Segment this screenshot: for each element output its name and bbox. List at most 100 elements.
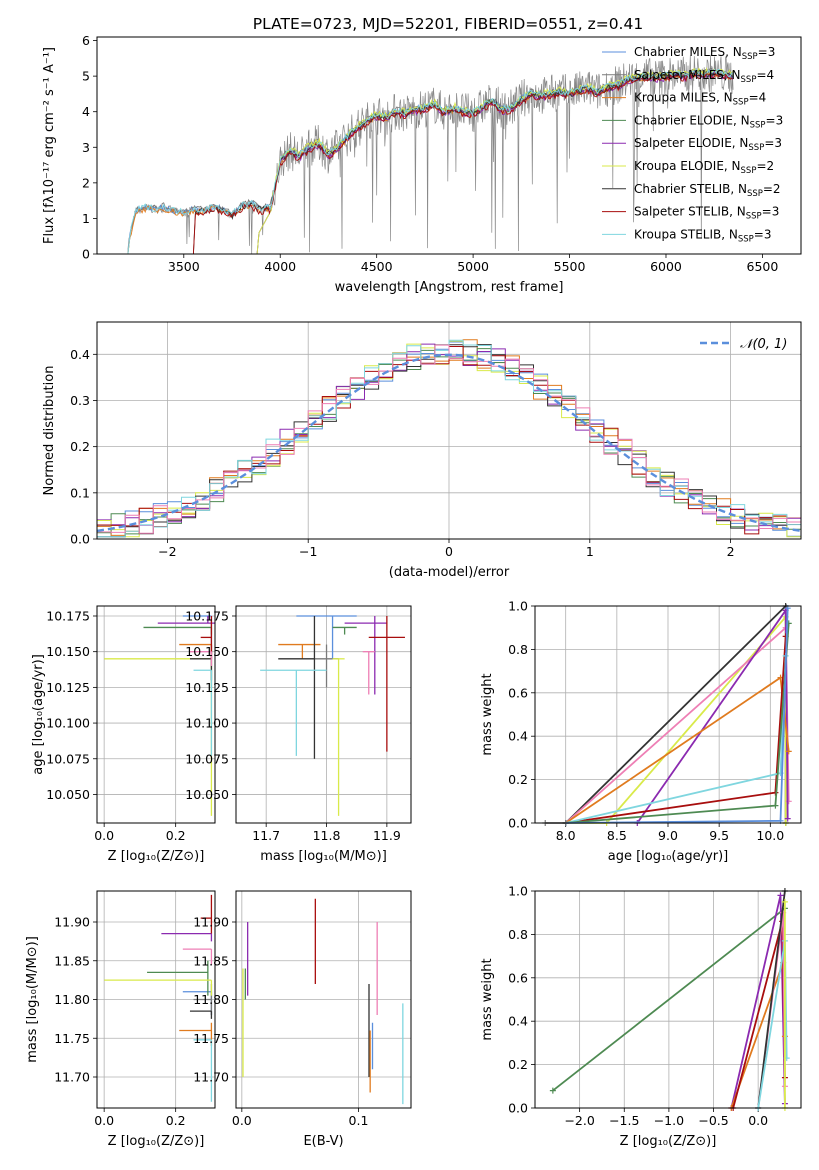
weight-vs-age-ytick-label: 0.4 <box>508 729 528 744</box>
age-vs-mass-ytick-label: 10.175 <box>185 608 229 623</box>
weight-marker <box>549 1087 556 1094</box>
spectrum-ytick-label: 2 <box>82 175 90 190</box>
weight-line <box>565 625 790 824</box>
residuals-frame <box>96 321 802 540</box>
mass-vs-EBV-xlabel: E(B-V) <box>303 1134 343 1149</box>
age-vs-Z-ytick-label: 10.175 <box>46 608 90 623</box>
age-vs-Z-axes: 0.0 0.2 10.050 10.075 10.100 10.125 10.150 10.1… <box>31 606 215 864</box>
spectrum-ytick-label: 3 <box>82 140 90 155</box>
age-vs-Z-ytick-label: 10.150 <box>46 644 90 659</box>
age-vs-Z-frame <box>96 605 216 824</box>
weight-vs-Z-frame <box>534 890 802 1109</box>
weight-line <box>757 890 786 1109</box>
weight-vs-Z-ytick-label: 0.0 <box>508 1101 528 1116</box>
weight-marker <box>781 898 788 905</box>
weight-vs-age-axes: 8.0 8.5 9.0 9.5 10.0 0.0 0.2 0.4 0.6 0.8 1.0 age [l… <box>480 599 801 864</box>
legend-label: Salpeter STELIB, NSSP=3 <box>634 205 779 222</box>
age-vs-mass-frame <box>235 605 412 824</box>
weight-line <box>636 607 789 824</box>
age-vs-Z-ytick-label: 10.075 <box>46 751 90 766</box>
weight-vs-Z-xlabel: Z [log₁₀(Z/Z⊙)] <box>620 1134 717 1149</box>
residuals-xtick-label: 2 <box>727 544 735 559</box>
figure-title: PLATE=0723, MJD=52201, FIBERID=0551, z=0… <box>253 15 643 33</box>
weight-vs-age-xtick-label: 10.0 <box>756 828 784 843</box>
mass-vs-Z-xtick-label: 0.2 <box>166 1113 186 1128</box>
mass-vs-Z-ytick-label: 11.70 <box>54 1070 90 1085</box>
spectrum-ytick-label: 5 <box>82 69 90 84</box>
age-vs-Z-xtick-label: 0.2 <box>166 828 186 843</box>
mass-vs-Z-ytick-label: 11.85 <box>54 953 90 968</box>
spectrum-xtick-label: 3500 <box>168 259 200 274</box>
age-vs-mass-xtick-label: 11.7 <box>252 828 280 843</box>
model-series-kroupa-stelib <box>127 68 734 254</box>
mass-vs-Z-ytick-label: 11.75 <box>54 1031 90 1046</box>
model-series-salpeter-stelib <box>192 71 733 254</box>
legend-label: Kroupa ELODIE, NSSP=2 <box>634 159 774 176</box>
residuals-ytick-label: 0.4 <box>70 347 90 362</box>
weight-vs-Z-ylabel: mass weight <box>480 958 495 1040</box>
weight-vs-age-ytick-label: 1.0 <box>508 599 528 614</box>
legend-label: Salpeter ELODIE, NSSP=3 <box>634 136 782 153</box>
spectrum-ytick-label: 0 <box>82 247 90 262</box>
mass-vs-EBV-ytick-label: 11.75 <box>193 1031 229 1046</box>
residuals-ylabel: Normed distribution <box>42 366 57 496</box>
mass-vs-EBV-ytick-label: 11.85 <box>193 953 229 968</box>
residuals-axes: −2 −1 0 1 2 0.0 0.1 0.2 0.3 0.4 (data-model)/error… <box>42 322 801 580</box>
spectrum-ytick-label: 4 <box>82 104 90 119</box>
spectrum-xtick-label: 5000 <box>457 259 489 274</box>
age-vs-Z-xtick-label: 0.0 <box>94 828 114 843</box>
spectrum-ytick-label: 6 <box>82 33 90 48</box>
weight-vs-Z-xtick-label: −1.5 <box>609 1113 639 1128</box>
mass-vs-Z-ytick-label: 11.80 <box>54 992 90 1007</box>
weight-vs-Z-xtick-label: −1.0 <box>654 1113 684 1128</box>
residual-histogram <box>97 344 801 538</box>
spectrum-xtick-label: 6000 <box>650 259 682 274</box>
legend-label: Salpeter MILES, NSSP=4 <box>634 68 774 85</box>
age-vs-mass-ytick-label: 10.150 <box>185 644 229 659</box>
weight-vs-age-xtick-label: 9.0 <box>658 828 678 843</box>
age-vs-mass-xtick-label: 11.9 <box>373 828 401 843</box>
legend-label: Chabrier MILES, NSSP=3 <box>634 45 775 62</box>
weight-vs-age-ytick-label: 0.0 <box>508 816 528 831</box>
mass-vs-Z-xtick-label: 0.0 <box>94 1113 114 1128</box>
residual-histogram <box>97 344 801 534</box>
mass-vs-EBV-axes: 0.0 0.1 11.70 11.75 11.80 11.85 11.90 E(B-V) <box>193 891 411 1149</box>
residuals-xtick-label: 1 <box>586 544 594 559</box>
weight-vs-Z-xtick-label: −2.0 <box>564 1113 594 1128</box>
mass-vs-Z-ylabel: mass [log₁₀(M/M⊙)] <box>25 936 40 1063</box>
weight-vs-age-ytick-label: 0.2 <box>508 772 528 787</box>
age-vs-mass-ytick-label: 10.125 <box>185 680 229 695</box>
spectrum-xtick-label: 5500 <box>554 259 586 274</box>
residuals-xtick-label: 0 <box>445 544 453 559</box>
gaussian-curve <box>96 353 802 533</box>
spectrum-axes: 3500 4000 4500 5000 5500 6000 6500 0 1 2 3 4 5 6 wavel… <box>42 33 778 295</box>
weight-vs-age-frame <box>534 605 802 824</box>
mass-vs-EBV-ytick-label: 11.90 <box>193 915 229 930</box>
mass-vs-EBV-frame <box>235 890 412 1109</box>
weight-vs-Z-xtick-label: 0.0 <box>748 1113 768 1128</box>
weight-vs-age-xtick-label: 8.0 <box>556 828 576 843</box>
weight-vs-Z-ytick-label: 0.2 <box>508 1057 528 1072</box>
weight-marker <box>772 802 779 809</box>
plot-layer: 3500 4000 4500 5000 5500 6000 6500 0 1 2 3 4 5 6 wavel… <box>25 33 802 1149</box>
weight-line <box>552 907 786 1092</box>
weight-line <box>565 636 787 824</box>
age-vs-mass-axes: 11.7 11.8 11.9 10.050 10.075 10.100 10.125 10.1… <box>185 606 411 864</box>
weight-vs-Z-xtick-label: −0.5 <box>698 1113 728 1128</box>
weight-vs-age-ytick-label: 0.8 <box>508 642 528 657</box>
legend-label: Kroupa STELIB, NSSP=3 <box>634 227 772 244</box>
weight-vs-Z-ytick-label: 1.0 <box>508 884 528 899</box>
residuals-ytick-label: 0.3 <box>70 393 90 408</box>
weight-vs-Z-ytick-label: 0.4 <box>508 1014 528 1029</box>
age-vs-mass-ytick-label: 10.100 <box>185 716 229 731</box>
age-vs-mass-ytick-label: 10.075 <box>185 751 229 766</box>
legend-label: Kroupa MILES, NSSP=4 <box>634 91 766 108</box>
weight-vs-age-xtick-label: 9.5 <box>709 828 729 843</box>
spectrum-ylabel: Flux [fλ10⁻¹⁷ erg cm⁻² s⁻¹ A⁻¹] <box>42 47 57 244</box>
legend-label: Chabrier STELIB, NSSP=2 <box>634 182 781 199</box>
spectrum-ytick-label: 1 <box>82 211 90 226</box>
age-vs-mass-xlabel: mass [log₁₀(M/M⊙)] <box>260 849 387 864</box>
weight-marker <box>785 748 792 755</box>
weight-marker <box>777 892 784 899</box>
age-vs-mass-ytick-label: 10.050 <box>185 787 229 802</box>
